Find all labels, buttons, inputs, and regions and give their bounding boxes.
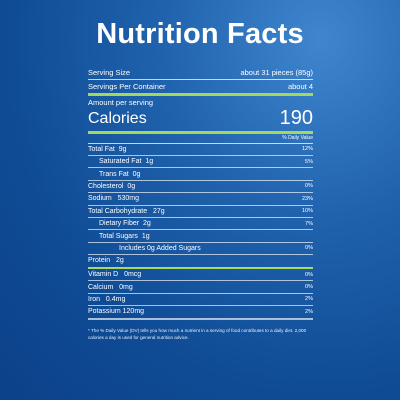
nutrient-daily-value: 0%: [305, 245, 313, 252]
divider: [88, 142, 313, 144]
nutrient-label: Potassium: [88, 308, 121, 316]
nutrient-row-total-carbohydrate: Total Carbohydrate 27g 10%: [88, 206, 313, 218]
nutrient-daily-value: 0%: [305, 284, 313, 291]
nutrient-daily-value: 7%: [305, 220, 313, 227]
nutrient-daily-value: 5%: [305, 158, 313, 165]
thick-divider: [88, 130, 313, 134]
nutrient-daily-value: 2%: [305, 308, 313, 315]
nutrient-label: Vitamin D: [88, 271, 119, 279]
thick-divider: [88, 92, 313, 96]
nutrient-row-sodium: Sodium 530mg 23%: [88, 193, 313, 206]
nutrient-amount: 9g: [118, 145, 127, 153]
nutrient-row-calcium: Calcium 0mg 0%: [88, 281, 313, 294]
daily-value-footnote: * The % Daily Value (DV) tells you how m…: [88, 328, 307, 340]
nutrient-daily-value: 0%: [305, 271, 313, 278]
nutrient-label: Trans Fat: [99, 170, 129, 178]
nutrient-row-total-fat: Total Fat 9g 12%: [88, 144, 313, 156]
nutrient-amount: 0g: [132, 170, 141, 178]
nutrient-daily-value: 10%: [301, 208, 313, 215]
nutrient-label: Cholesterol: [88, 182, 124, 190]
nutrient-label: Total Fat: [88, 145, 115, 153]
amount-per-serving: Amount per serving: [88, 97, 154, 107]
nutrient-label: Calcium: [88, 283, 114, 291]
servings-per-container-row: Servings Per Container about 4: [88, 80, 313, 93]
nutrient-amount: 1g: [145, 158, 154, 166]
nutrition-label: Serving Size about 31 pieces (85g) Servi…: [88, 66, 313, 341]
nutrient-row-total-sugars: Total Sugars 1g: [88, 230, 313, 243]
nutrient-label: Includes 0g Added Sugars: [119, 244, 201, 252]
nutrient-label: Dietary Fiber: [99, 220, 140, 228]
nutrient-daily-value: 23%: [301, 195, 313, 202]
nutrient-row-protein: Protein 2g: [88, 255, 313, 268]
nutrient-amount: 0mg: [119, 283, 133, 291]
daily-value-header: % Daily Value: [282, 134, 313, 141]
nutrient-amount: 1g: [141, 232, 150, 240]
nutrient-amount: 0mcg: [124, 271, 142, 279]
nutrient-amount: 27g: [153, 207, 165, 215]
thick-divider: [88, 267, 313, 269]
nutrient-row-trans-fat: Trans Fat 0g: [88, 168, 313, 181]
nutrient-row-iron: Iron 0.4mg 2%: [88, 294, 313, 307]
divider: [88, 79, 313, 80]
nutrient-amount: 2g: [142, 220, 151, 228]
nutrient-label: Protein: [88, 257, 111, 265]
nutrient-row-saturated-fat: Saturated Fat 1g 5%: [88, 156, 313, 169]
nutrient-row-dietary-fiber: Dietary Fiber 2g 7%: [88, 218, 313, 231]
thick-divider: [88, 318, 313, 321]
calories-value: 190: [279, 106, 313, 129]
nutrient-label: Iron: [88, 295, 101, 303]
servings-per-container-label: Servings Per Container: [88, 81, 166, 91]
serving-size-label: Serving Size: [88, 68, 131, 77]
serving-size-row: Serving Size about 31 pieces (85g): [88, 66, 313, 79]
page-title: Nutrition Facts: [96, 18, 304, 50]
nutrient-daily-value: 12%: [301, 146, 313, 153]
nutrient-row-vitamin-d: Vitamin D 0mcg 0%: [88, 269, 313, 282]
nutrient-amount: 530mg: [117, 195, 139, 203]
nutrient-label: Saturated Fat: [99, 158, 142, 166]
nutrient-amount: 2g: [116, 257, 124, 265]
servings-per-container-value: about 4: [287, 81, 313, 91]
nutrient-label: Sodium: [88, 195, 112, 203]
serving-size-value: about 31 pieces (85g): [240, 68, 313, 77]
calories-label: Calories: [88, 109, 147, 127]
nutrient-daily-value: 2%: [305, 296, 313, 303]
calories-row: Calories 190: [88, 108, 313, 128]
nutrient-row-added-sugars: Includes 0g Added Sugars 0%: [88, 243, 313, 256]
nutrient-amount: 0.4mg: [105, 295, 126, 303]
nutrient-label: Total Carbohydrate: [88, 207, 148, 215]
nutrient-row-potassium: Potassium 120mg 2%: [88, 306, 313, 319]
nutrient-row-cholesterol: Cholesterol 0g 0%: [88, 181, 313, 194]
nutrient-amount: 0g: [127, 182, 136, 190]
nutrient-daily-value: 0%: [305, 183, 313, 190]
nutrient-amount: 120mg: [122, 308, 145, 316]
nutrient-label: Total Sugars: [99, 232, 138, 240]
